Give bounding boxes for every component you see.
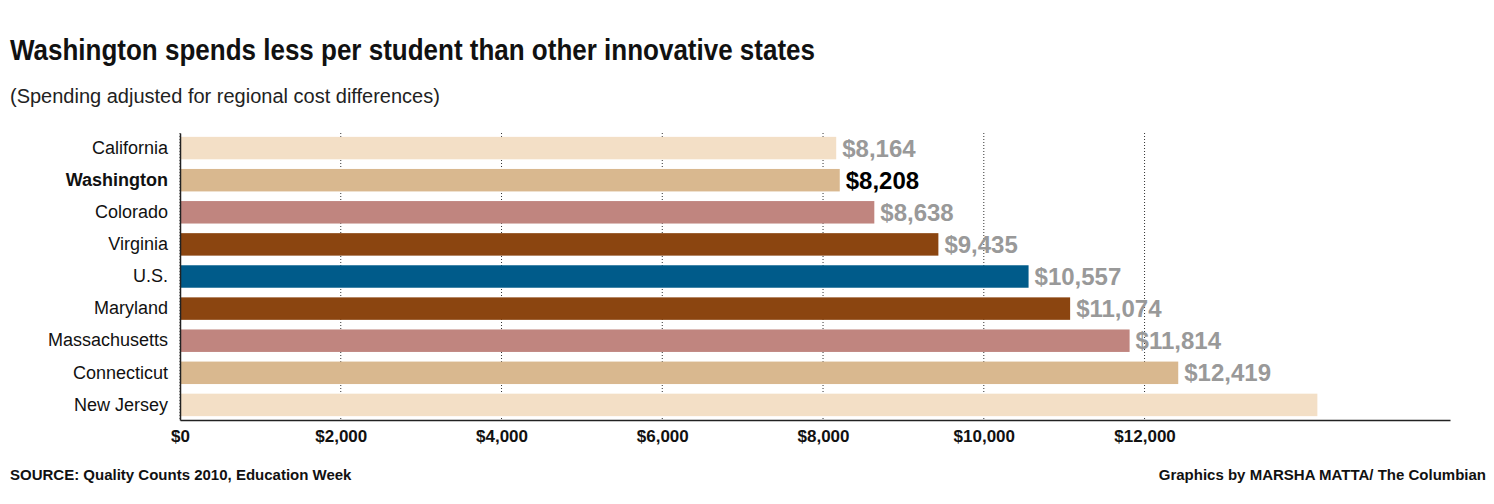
grid-line <box>180 133 181 420</box>
x-tick-label: $4,000 <box>476 427 528 446</box>
x-tick: $2,000 <box>315 420 367 446</box>
data-label: $8,164 <box>842 135 916 162</box>
y-tick: California <box>92 138 169 158</box>
chart: Washington spends less per student than … <box>0 0 1494 504</box>
x-tick: $4,000 <box>476 420 528 446</box>
y-tick-label: Washington <box>66 170 168 190</box>
y-tick: Massachusetts <box>48 330 168 350</box>
annotations: SOURCE: Quality Counts 2010, Education W… <box>10 466 1486 483</box>
data-label: $9,435 <box>944 231 1017 258</box>
y-tick-label: Connecticut <box>73 363 168 383</box>
y-tick-label: Maryland <box>94 298 168 318</box>
y-tick: Maryland <box>94 298 168 318</box>
data-label: $12,419 <box>1184 359 1271 386</box>
bar <box>180 362 1178 384</box>
bar <box>180 394 1317 416</box>
data-label: $8,638 <box>880 199 953 226</box>
bar <box>180 297 1070 319</box>
data-label: $10,557 <box>1035 263 1122 290</box>
y-tick: Colorado <box>95 202 168 222</box>
x-tick-label: $10,000 <box>954 427 1015 446</box>
data-label: $11,814 <box>1136 327 1222 354</box>
x-axis-line <box>181 420 1451 422</box>
data-label: $8,208 <box>846 167 919 194</box>
y-tick-label: Colorado <box>95 202 168 222</box>
bars <box>180 137 1317 416</box>
y-axis: California Washington Colorado Virginia U.S.… <box>48 134 181 421</box>
bar <box>180 169 840 191</box>
subtitle: (Spending adjusted for regional cost dif… <box>10 85 440 107</box>
x-tick: $0 <box>171 420 190 446</box>
data-label: $11,074 <box>1076 295 1162 322</box>
y-tick-label: California <box>92 138 169 158</box>
y-axis-line <box>180 134 182 421</box>
y-tick-label: Massachusetts <box>48 330 168 350</box>
y-tick: New Jersey <box>74 395 168 415</box>
bar <box>180 329 1130 351</box>
x-tick-label: $8,000 <box>798 427 850 446</box>
y-tick-label: New Jersey <box>74 395 168 415</box>
x-tick: $6,000 <box>637 420 689 446</box>
x-tick: $10,000 <box>954 420 1015 446</box>
x-tick-label: $2,000 <box>315 427 367 446</box>
y-tick-label: U.S. <box>133 266 168 286</box>
y-tick: Washington <box>66 170 168 190</box>
y-tick: U.S. <box>133 266 168 286</box>
bar <box>180 233 938 255</box>
x-tick-label: $0 <box>171 427 190 446</box>
y-tick: Virginia <box>108 234 169 254</box>
bar <box>180 137 836 159</box>
y-tick: Connecticut <box>73 363 168 383</box>
bar <box>180 201 874 223</box>
data-labels: $8,164 $8,208 $8,638 $9,435 $10,557 $11,074 $1… <box>842 135 1271 387</box>
title: Washington spends less per student than … <box>10 33 815 66</box>
y-tick-label: Virginia <box>108 234 169 254</box>
x-tick: $8,000 <box>798 420 850 446</box>
source: SOURCE: Quality Counts 2010, Education W… <box>10 466 352 483</box>
x-tick: $12,000 <box>1114 420 1175 446</box>
credit: Graphics by MARSHA MATTA/ The Columbian <box>1159 466 1486 483</box>
x-tick-label: $12,000 <box>1114 427 1175 446</box>
x-tick-label: $6,000 <box>637 427 689 446</box>
x-axis: $0 $2,000 $4,000 $6,000 $8,000 $10,000 $12,000 <box>171 420 1450 446</box>
bar <box>180 265 1029 287</box>
